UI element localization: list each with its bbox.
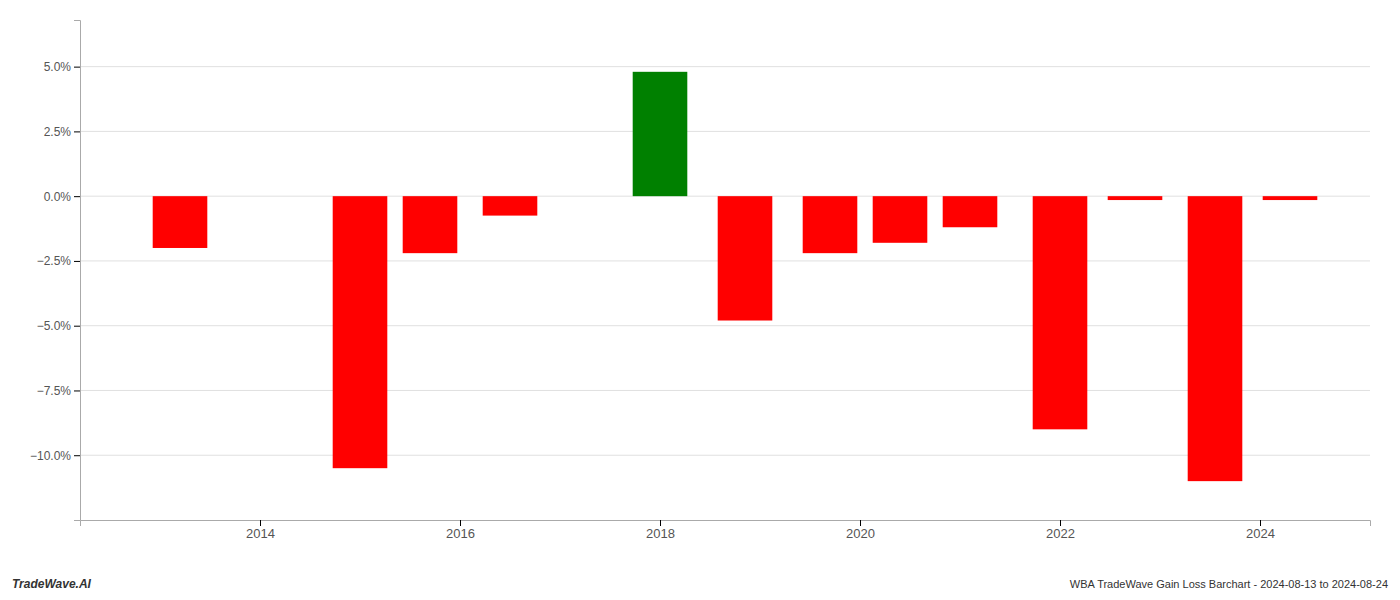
x-tick: 2020	[846, 520, 875, 541]
x-tick-label: 2016	[446, 526, 475, 541]
y-tick-label: 0.0%	[44, 190, 72, 204]
y-axis: 5.0% 2.5% 0.0% −2.5% −5.0% −7.5% −10.0%	[30, 21, 81, 521]
y-tick-label: −5.0%	[37, 319, 72, 333]
x-tick-label: 2020	[846, 526, 875, 541]
y-tick: −2.5%	[37, 254, 80, 268]
y-tick-label: 5.0%	[44, 60, 72, 74]
x-tick-mark	[860, 520, 861, 526]
footer-right: WBA TradeWave Gain Loss Barchart - 2024-…	[1070, 578, 1388, 590]
chart: 2014 2016 2018 2020 2022 2024 5.0% 2.5% 0.0% −2.5…	[0, 0, 1400, 600]
y-tick: 2.5%	[44, 125, 80, 139]
bar	[1108, 196, 1163, 200]
x-tick-mark	[260, 520, 261, 526]
bar	[803, 196, 858, 253]
y-tick: −7.5%	[37, 384, 80, 398]
bar	[633, 72, 688, 196]
y-tick-mark	[74, 390, 80, 391]
bar	[943, 196, 998, 227]
x-tick: 2024	[1246, 520, 1275, 541]
bars	[153, 72, 1318, 481]
x-tick-label: 2022	[1046, 526, 1075, 541]
bar	[153, 196, 208, 248]
grid	[80, 67, 1370, 456]
x-tick: 2016	[446, 520, 475, 541]
y-tick-mark	[74, 67, 80, 68]
bar	[1188, 196, 1243, 481]
y-axis-line	[74, 21, 81, 521]
y-tick-label: −7.5%	[37, 384, 72, 398]
grid-line	[80, 131, 1370, 132]
y-tick-label: −10.0%	[30, 449, 71, 463]
bar	[333, 196, 388, 468]
bar	[483, 196, 538, 215]
bar	[873, 196, 928, 243]
y-tick: 0.0%	[44, 190, 80, 204]
x-tick-label: 2024	[1246, 526, 1275, 541]
y-tick-mark	[74, 261, 80, 262]
x-tick-mark	[1060, 520, 1061, 526]
x-tick-mark	[460, 520, 461, 526]
x-tick: 2014	[246, 520, 275, 541]
bar	[718, 196, 773, 320]
x-axis-line	[81, 521, 1371, 527]
x-tick-mark	[1260, 520, 1261, 526]
grid-line	[80, 455, 1370, 456]
bar	[1263, 196, 1318, 200]
x-tick-label: 2014	[246, 526, 275, 541]
x-tick: 2022	[1046, 520, 1075, 541]
bar	[403, 196, 458, 253]
bar	[1033, 196, 1088, 429]
plot: 2014 2016 2018 2020 2022 2024 5.0% 2.5% 0.0% −2.5…	[30, 21, 1371, 542]
y-tick: −10.0%	[30, 449, 80, 463]
footer-left: TradeWave.AI	[12, 577, 92, 591]
grid-line	[80, 66, 1370, 67]
y-tick: 5.0%	[44, 60, 80, 74]
x-tick-mark	[660, 520, 661, 526]
x-tick-label: 2018	[646, 526, 675, 541]
y-tick-label: 2.5%	[44, 125, 72, 139]
y-tick-mark	[74, 196, 80, 197]
grid-line	[80, 390, 1370, 391]
x-tick: 2018	[646, 520, 675, 541]
x-axis: 2014 2016 2018 2020 2022 2024	[81, 520, 1371, 541]
y-tick-label: −2.5%	[37, 254, 72, 268]
y-tick-mark	[74, 131, 80, 132]
y-tick: −5.0%	[37, 319, 80, 333]
y-tick-mark	[74, 455, 80, 456]
y-tick-mark	[74, 326, 80, 327]
grid-line	[80, 325, 1370, 326]
